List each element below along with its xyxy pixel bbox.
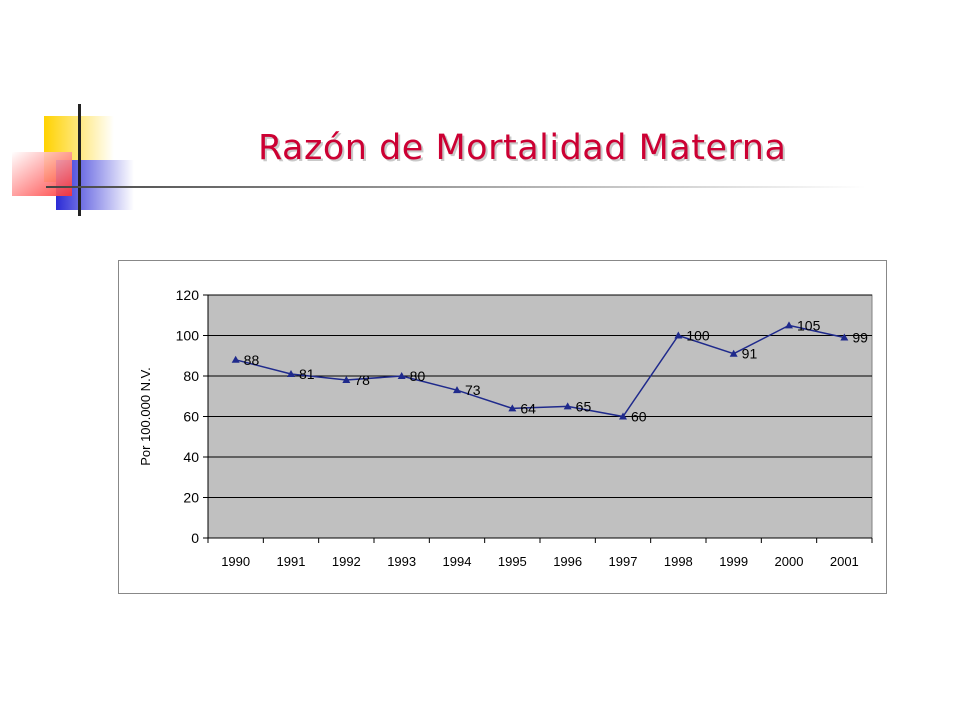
data-label: 99 bbox=[852, 330, 868, 346]
chart-frame: 0 20 40 60 80 100 120 1990 1991 1992 1993 1994 1995 1… bbox=[118, 260, 887, 594]
data-point-marker bbox=[397, 372, 406, 379]
data-point-marker bbox=[785, 321, 793, 329]
y-tick-label: 100 bbox=[176, 328, 200, 344]
y-tick-label: 0 bbox=[191, 530, 199, 546]
data-point-marker bbox=[287, 369, 295, 377]
data-point-marker bbox=[453, 386, 461, 394]
data-point-marker bbox=[840, 333, 849, 341]
data-point-marker bbox=[674, 331, 683, 339]
y-tick-label: 60 bbox=[183, 409, 199, 425]
data-label: 91 bbox=[742, 346, 758, 362]
data-label: 88 bbox=[244, 352, 260, 368]
x-tick-label: 1997 bbox=[609, 554, 638, 569]
data-point-marker bbox=[563, 402, 572, 410]
data-label: 100 bbox=[686, 328, 710, 344]
data-label: 105 bbox=[797, 317, 821, 333]
x-tick-label: 1998 bbox=[664, 554, 693, 569]
x-tick-label: 1999 bbox=[719, 554, 748, 569]
line-chart: 0 20 40 60 80 100 120 1990 1991 1992 1993 1994 1995 1… bbox=[138, 287, 873, 569]
data-label: 78 bbox=[354, 372, 370, 388]
x-tick-label: 1996 bbox=[553, 554, 582, 569]
decorative-logo bbox=[12, 104, 866, 216]
deco-red-square bbox=[12, 152, 72, 196]
x-tick-label: 1991 bbox=[277, 554, 306, 569]
x-tick-label: 1993 bbox=[387, 554, 416, 569]
y-tick-label: 120 bbox=[176, 287, 200, 303]
data-point-marker bbox=[729, 349, 738, 357]
data-label: 65 bbox=[576, 398, 592, 414]
x-tick-label: 1990 bbox=[221, 554, 250, 569]
x-tick-label: 2000 bbox=[775, 554, 804, 569]
slide-title: Razón de Mortalidad Materna bbox=[258, 128, 787, 168]
data-point-marker bbox=[508, 404, 517, 412]
y-tick-label: 20 bbox=[183, 490, 199, 506]
data-label: 81 bbox=[299, 366, 315, 382]
x-tick-label: 1995 bbox=[498, 554, 527, 569]
x-tick-label: 1994 bbox=[443, 554, 472, 569]
deco-horizontal-rule bbox=[46, 186, 866, 188]
data-point-marker bbox=[342, 376, 351, 384]
y-tick-label: 80 bbox=[183, 368, 199, 384]
deco-vertical-bar bbox=[78, 104, 81, 216]
data-point-marker bbox=[619, 412, 627, 420]
data-label: 73 bbox=[465, 382, 481, 398]
y-axis-label: Por 100.000 N.V. bbox=[138, 367, 153, 466]
series-line bbox=[235, 324, 845, 418]
y-tick-label: 40 bbox=[183, 449, 199, 465]
data-point-marker bbox=[231, 355, 240, 363]
data-label: 60 bbox=[631, 409, 647, 425]
x-tick-label: 2001 bbox=[830, 554, 859, 569]
data-label: 80 bbox=[410, 368, 426, 384]
x-tick-label: 1992 bbox=[332, 554, 361, 569]
data-label: 64 bbox=[520, 400, 536, 416]
